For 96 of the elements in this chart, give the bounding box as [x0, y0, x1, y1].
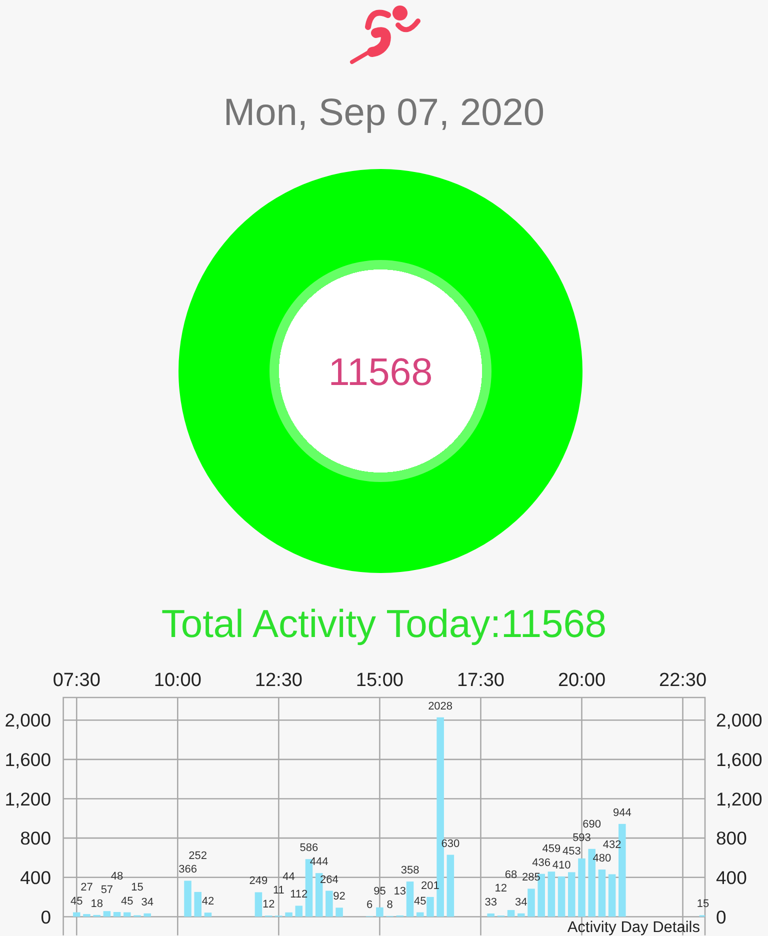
- y-tick-label: 1,600: [4, 749, 51, 770]
- data-label: 18: [90, 898, 103, 910]
- data-label: 459: [542, 843, 561, 856]
- bar: [326, 890, 333, 917]
- data-label: 201: [421, 880, 440, 892]
- bar: [528, 888, 535, 917]
- y2-tick-label: 0: [716, 906, 726, 928]
- data-label: 249: [249, 875, 268, 888]
- data-label: 453: [562, 846, 581, 858]
- data-label: 112: [290, 888, 308, 901]
- bar: [598, 870, 606, 917]
- bar: [406, 882, 414, 917]
- bar: [194, 892, 202, 917]
- data-label: 13: [394, 885, 406, 898]
- data-label: 42: [202, 896, 214, 908]
- data-label: 264: [320, 874, 338, 886]
- x-tick-label: 15:00: [356, 670, 404, 691]
- x-tick-label: 12:30: [254, 670, 302, 691]
- data-label: 436: [532, 856, 551, 869]
- bar: [336, 908, 343, 917]
- data-label: 44: [282, 870, 295, 883]
- data-label: 45: [121, 895, 134, 908]
- annotation: Activity Day Details: [567, 919, 700, 936]
- y2-tick-label: 1,600: [716, 749, 762, 770]
- bar: [144, 913, 151, 917]
- data-label: 358: [400, 864, 420, 877]
- data-label: 690: [582, 818, 602, 830]
- bar: [124, 912, 131, 917]
- y2-tick-label: 800: [716, 828, 747, 849]
- data-label: 33: [484, 896, 497, 908]
- bar: [446, 854, 454, 917]
- data-label: 34: [515, 896, 528, 908]
- x-tick-label: 17:30: [456, 670, 504, 691]
- data-label: 12: [262, 898, 275, 911]
- bar: [254, 892, 262, 917]
- data-label: 285: [522, 872, 540, 884]
- data-label: 45: [414, 895, 426, 908]
- bar: [83, 914, 90, 917]
- bar: [426, 896, 434, 917]
- chart-title: Total Activity Today:11568: [161, 603, 607, 646]
- data-label: 432: [602, 838, 622, 851]
- bar: [73, 912, 80, 917]
- data-label: 27: [80, 882, 93, 894]
- data-label: 593: [572, 832, 591, 844]
- bar: [295, 906, 303, 917]
- y-tick-label: 2,000: [4, 710, 51, 731]
- data-label: 630: [441, 838, 460, 850]
- data-label: 15: [131, 882, 144, 894]
- data-label: 444: [310, 856, 328, 868]
- data-label: 34: [141, 896, 154, 908]
- bar: [416, 912, 424, 917]
- data-label: 11: [272, 884, 284, 897]
- data-label: 95: [374, 885, 386, 898]
- bar: [608, 874, 616, 917]
- y-tick-label: 800: [20, 828, 51, 849]
- text: 11568: [328, 351, 433, 394]
- bar: [518, 913, 525, 917]
- x-tick-label: 20:00: [558, 670, 606, 691]
- x-tick-label: 22:30: [659, 670, 707, 691]
- bar: [487, 913, 494, 917]
- data-label: 586: [300, 842, 318, 854]
- bar: [184, 880, 192, 917]
- data-label: 252: [188, 850, 208, 862]
- y-tick-label: 0: [40, 906, 51, 928]
- y-tick-label: 1,200: [4, 788, 51, 810]
- y2-tick-label: 1,200: [716, 788, 762, 810]
- data-label: 57: [100, 884, 114, 896]
- bar: [103, 911, 111, 917]
- y2-tick-label: 2,000: [716, 710, 762, 731]
- bar: [376, 907, 384, 917]
- bar: [558, 876, 566, 917]
- x-tick-label: 10:00: [154, 670, 202, 691]
- y2-tick-label: 400: [716, 867, 747, 888]
- data-label: 410: [552, 859, 571, 872]
- data-label: 6: [366, 899, 373, 912]
- data-label: 366: [178, 864, 197, 876]
- data-label: 48: [110, 870, 124, 883]
- chart-title: Mon, Sep 07, 2020: [223, 92, 545, 134]
- x-tick-label: 07:30: [52, 670, 100, 691]
- data-label: 45: [70, 895, 83, 908]
- data-label: 15: [696, 898, 710, 910]
- data-label: 92: [333, 890, 346, 903]
- bar: [507, 910, 515, 917]
- bar: [568, 872, 576, 917]
- bar: [113, 912, 121, 917]
- bar: [204, 912, 212, 917]
- data-label: 480: [592, 852, 612, 865]
- data-label: 12: [494, 882, 508, 895]
- data-label: 8: [386, 898, 393, 911]
- bar: [578, 858, 586, 917]
- bar: [548, 872, 556, 917]
- data-label: 2028: [428, 700, 453, 712]
- data-label: 944: [612, 806, 632, 819]
- data-label: 68: [504, 869, 518, 882]
- bar: [285, 912, 292, 917]
- y-tick-label: 400: [20, 867, 51, 888]
